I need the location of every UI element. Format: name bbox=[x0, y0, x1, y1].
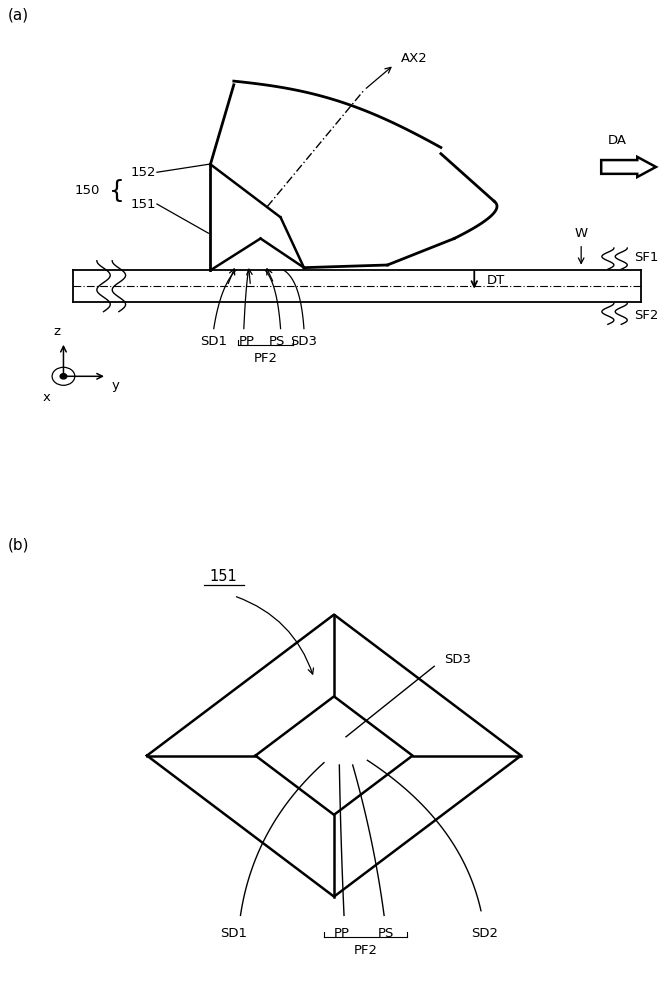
Text: DT: DT bbox=[486, 274, 504, 287]
Text: W: W bbox=[574, 227, 588, 240]
Text: SD3: SD3 bbox=[444, 653, 471, 666]
Text: SF2: SF2 bbox=[635, 309, 659, 322]
Text: DA: DA bbox=[608, 134, 627, 147]
Text: SD1: SD1 bbox=[200, 335, 227, 348]
Text: SF1: SF1 bbox=[635, 251, 659, 264]
Text: (b): (b) bbox=[8, 537, 29, 552]
FancyArrow shape bbox=[601, 157, 656, 177]
Text: SD1: SD1 bbox=[220, 927, 247, 940]
Text: x: x bbox=[43, 391, 51, 404]
Text: PS: PS bbox=[269, 335, 285, 348]
Text: 151: 151 bbox=[210, 569, 238, 584]
Text: 151: 151 bbox=[130, 198, 156, 211]
Text: PP: PP bbox=[239, 335, 255, 348]
Text: PS: PS bbox=[378, 927, 394, 940]
Text: {: { bbox=[109, 179, 125, 203]
Text: SD3: SD3 bbox=[291, 335, 317, 348]
Text: y: y bbox=[112, 379, 120, 392]
Text: PP: PP bbox=[334, 927, 350, 940]
Text: AX2: AX2 bbox=[401, 52, 428, 65]
Text: SD2: SD2 bbox=[471, 927, 498, 940]
Circle shape bbox=[60, 374, 67, 379]
Text: PF2: PF2 bbox=[254, 352, 277, 365]
Text: (a): (a) bbox=[8, 8, 29, 23]
Text: 150: 150 bbox=[75, 184, 100, 197]
Text: 152: 152 bbox=[130, 166, 156, 179]
Text: z: z bbox=[53, 325, 60, 338]
Text: PF2: PF2 bbox=[354, 944, 377, 957]
